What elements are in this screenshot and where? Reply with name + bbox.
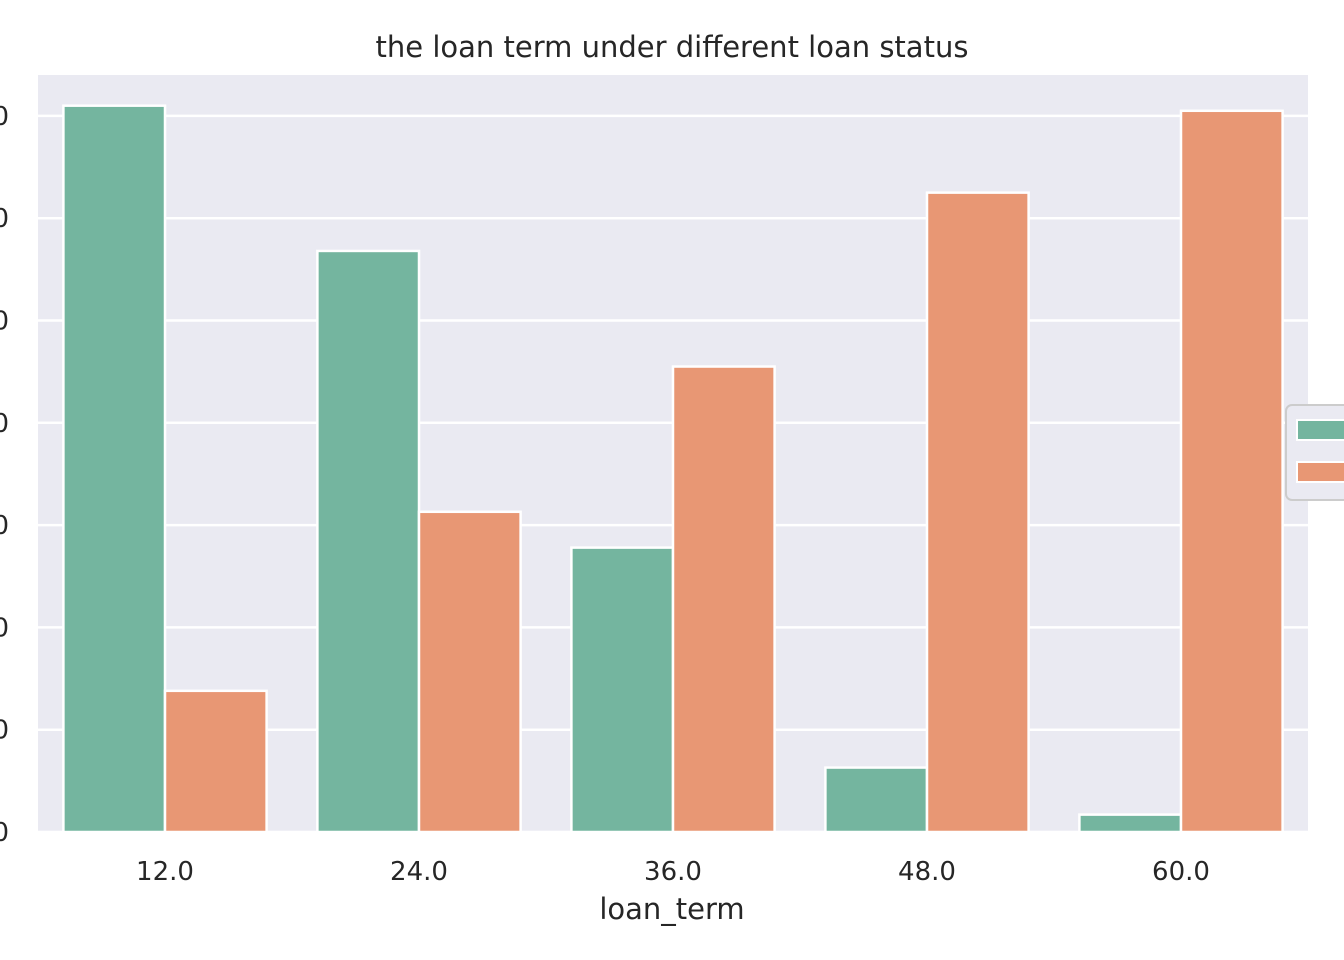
x-axis-ticks: 12.0 24.0 36.0 48.0 60.0: [136, 857, 1210, 887]
x-tick-label: 48.0: [898, 857, 956, 887]
bar-series-2: [417, 510, 522, 834]
chart-title: the loan term under different loan statu…: [376, 30, 969, 64]
bar-series-2: [163, 689, 268, 834]
x-tick-label: 36.0: [644, 857, 702, 887]
y-tick-label: 0: [0, 716, 9, 746]
bar-series-1: [1078, 813, 1183, 834]
bar-series-2: [671, 365, 776, 834]
x-tick-label: 12.0: [136, 857, 194, 887]
x-tick-label: 24.0: [390, 857, 448, 887]
bar-series-1: [316, 249, 421, 834]
y-tick-label: 0: [0, 511, 9, 541]
y-tick-label: 0: [0, 409, 9, 439]
x-axis-label: loan_term: [599, 892, 744, 926]
legend-swatch-series-2: [1296, 461, 1344, 483]
y-tick-label: 0: [0, 613, 9, 643]
bar-series-1: [62, 104, 167, 834]
bar-series-1: [824, 766, 929, 834]
bar-series-2: [1179, 109, 1284, 834]
y-tick-label: 0: [0, 204, 9, 234]
y-tick-label: 0: [0, 307, 9, 337]
y-tick-label: 0: [0, 818, 9, 848]
bar-series-1: [570, 546, 675, 834]
legend-swatch-series-1: [1296, 419, 1344, 441]
x-tick-label: 60.0: [1152, 857, 1210, 887]
bars: [62, 104, 1284, 834]
y-axis-ticks: 0 0 0 0 0 0 0 0: [0, 102, 9, 848]
legend: [1285, 404, 1344, 501]
bar-series-2: [925, 191, 1030, 834]
y-tick-label: 0: [0, 102, 9, 132]
